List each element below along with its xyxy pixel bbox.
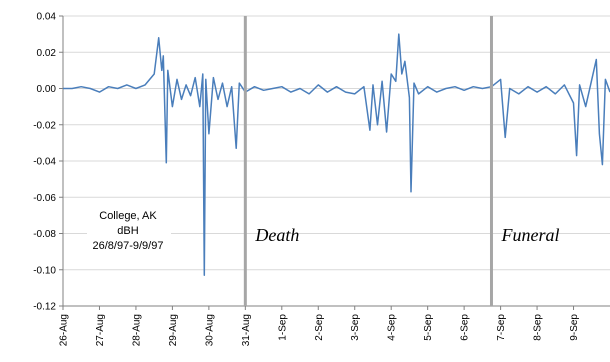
x-tick-labels: 26-Aug 27-Aug 28-Aug 29-Aug 30-Aug 31-Aug 1-Se…	[59, 306, 580, 346]
x-tick-label: 3-Sep	[350, 314, 361, 341]
annotation-box: College, AK dBH 26/8/97-9/9/97	[87, 203, 171, 255]
y-tick-label: 0.00	[37, 84, 57, 95]
x-tick-label: 31-Aug	[241, 314, 252, 346]
x-tick-label: 29-Aug	[168, 314, 179, 346]
x-tick-label: 7-Sep	[496, 314, 507, 341]
y-tick-labels: 0.04 0.02 0.00 -0.02 -0.04 -0.06 -0.08 -0.10 -0.…	[33, 12, 63, 313]
annotation-box-frame	[87, 203, 171, 255]
y-tick-label: -0.08	[33, 229, 56, 240]
series-line	[63, 33, 610, 276]
annotation-line-1: College, AK	[99, 210, 157, 222]
x-tick-label: 1-Sep	[277, 314, 288, 341]
x-tick-label: 30-Aug	[204, 314, 215, 346]
y-tick-label: 0.04	[37, 12, 57, 23]
x-tick-label: 5-Sep	[423, 314, 434, 341]
x-tick-label: 2-Sep	[314, 314, 325, 341]
x-tick-label: 6-Sep	[460, 314, 471, 341]
x-tick-label: 9-Sep	[569, 314, 580, 341]
event-label-funeral: Funeral	[500, 225, 559, 245]
x-tick-label: 28-Aug	[131, 314, 142, 346]
x-tick-label: 26-Aug	[59, 314, 70, 346]
y-tick-label: -0.06	[33, 193, 56, 204]
x-tick-label: 8-Sep	[533, 314, 544, 341]
event-markers: Death Funeral	[243, 16, 559, 306]
y-tick-label: 0.02	[37, 48, 57, 59]
event-label-death: Death	[254, 225, 299, 245]
y-tick-label: -0.10	[33, 265, 56, 276]
x-tick-label: 4-Sep	[387, 314, 398, 341]
annotation-line-3: 26/8/97-9/9/97	[93, 240, 164, 252]
y-tick-label: -0.04	[33, 157, 56, 168]
y-tick-label: -0.12	[33, 302, 56, 313]
annotation-line-2: dBH	[117, 225, 138, 237]
y-tick-label: -0.02	[33, 120, 56, 131]
x-tick-label: 27-Aug	[95, 314, 106, 346]
